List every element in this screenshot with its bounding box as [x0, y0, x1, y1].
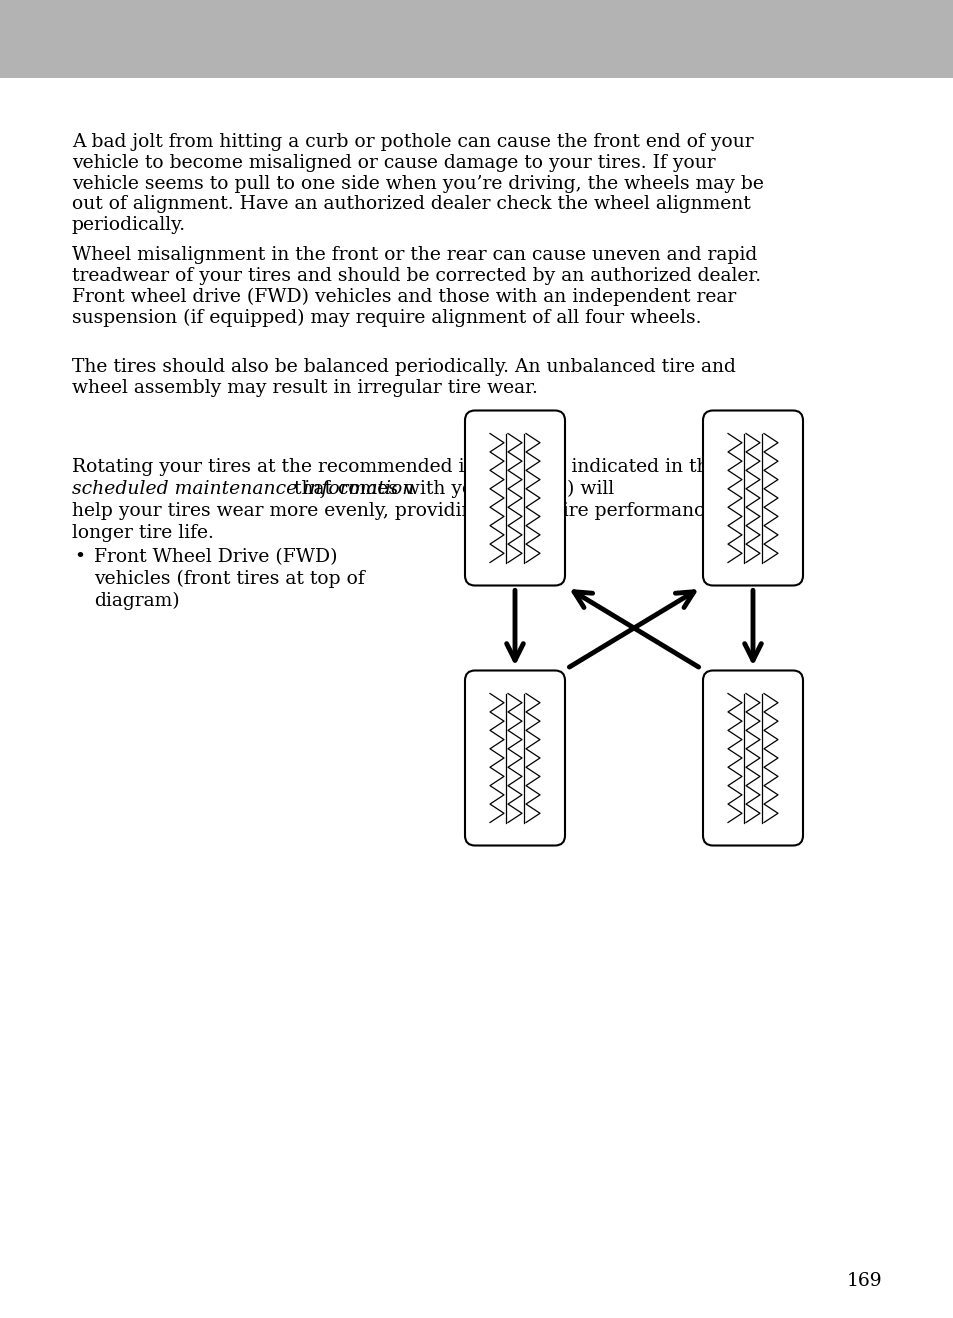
Text: The tires should also be balanced periodically. An unbalanced tire and
wheel ass: The tires should also be balanced period… — [71, 358, 735, 397]
Text: diagram): diagram) — [94, 592, 179, 610]
Text: Wheel misalignment in the front or the rear can cause uneven and rapid
treadwear: Wheel misalignment in the front or the r… — [71, 246, 760, 327]
Text: help your tires wear more evenly, providing better tire performance and: help your tires wear more evenly, provid… — [71, 502, 756, 521]
Text: that comes with your vehicle) will: that comes with your vehicle) will — [288, 480, 614, 498]
FancyBboxPatch shape — [702, 410, 802, 585]
Text: 169: 169 — [845, 1272, 882, 1290]
FancyBboxPatch shape — [464, 671, 564, 846]
Bar — [0, 0, 953, 78]
Text: Rotating your tires at the recommended interval (as indicated in the: Rotating your tires at the recommended i… — [71, 457, 719, 476]
Text: scheduled maintenance information: scheduled maintenance information — [71, 480, 414, 498]
Text: Front Wheel Drive (FWD): Front Wheel Drive (FWD) — [94, 548, 337, 565]
Text: •: • — [74, 548, 85, 565]
Text: longer tire life.: longer tire life. — [71, 525, 213, 542]
Text: vehicles (front tires at top of: vehicles (front tires at top of — [94, 569, 364, 588]
FancyBboxPatch shape — [464, 410, 564, 585]
Text: A bad jolt from hitting a curb or pothole can cause the front end of your
vehicl: A bad jolt from hitting a curb or pothol… — [71, 133, 763, 235]
FancyBboxPatch shape — [702, 671, 802, 846]
